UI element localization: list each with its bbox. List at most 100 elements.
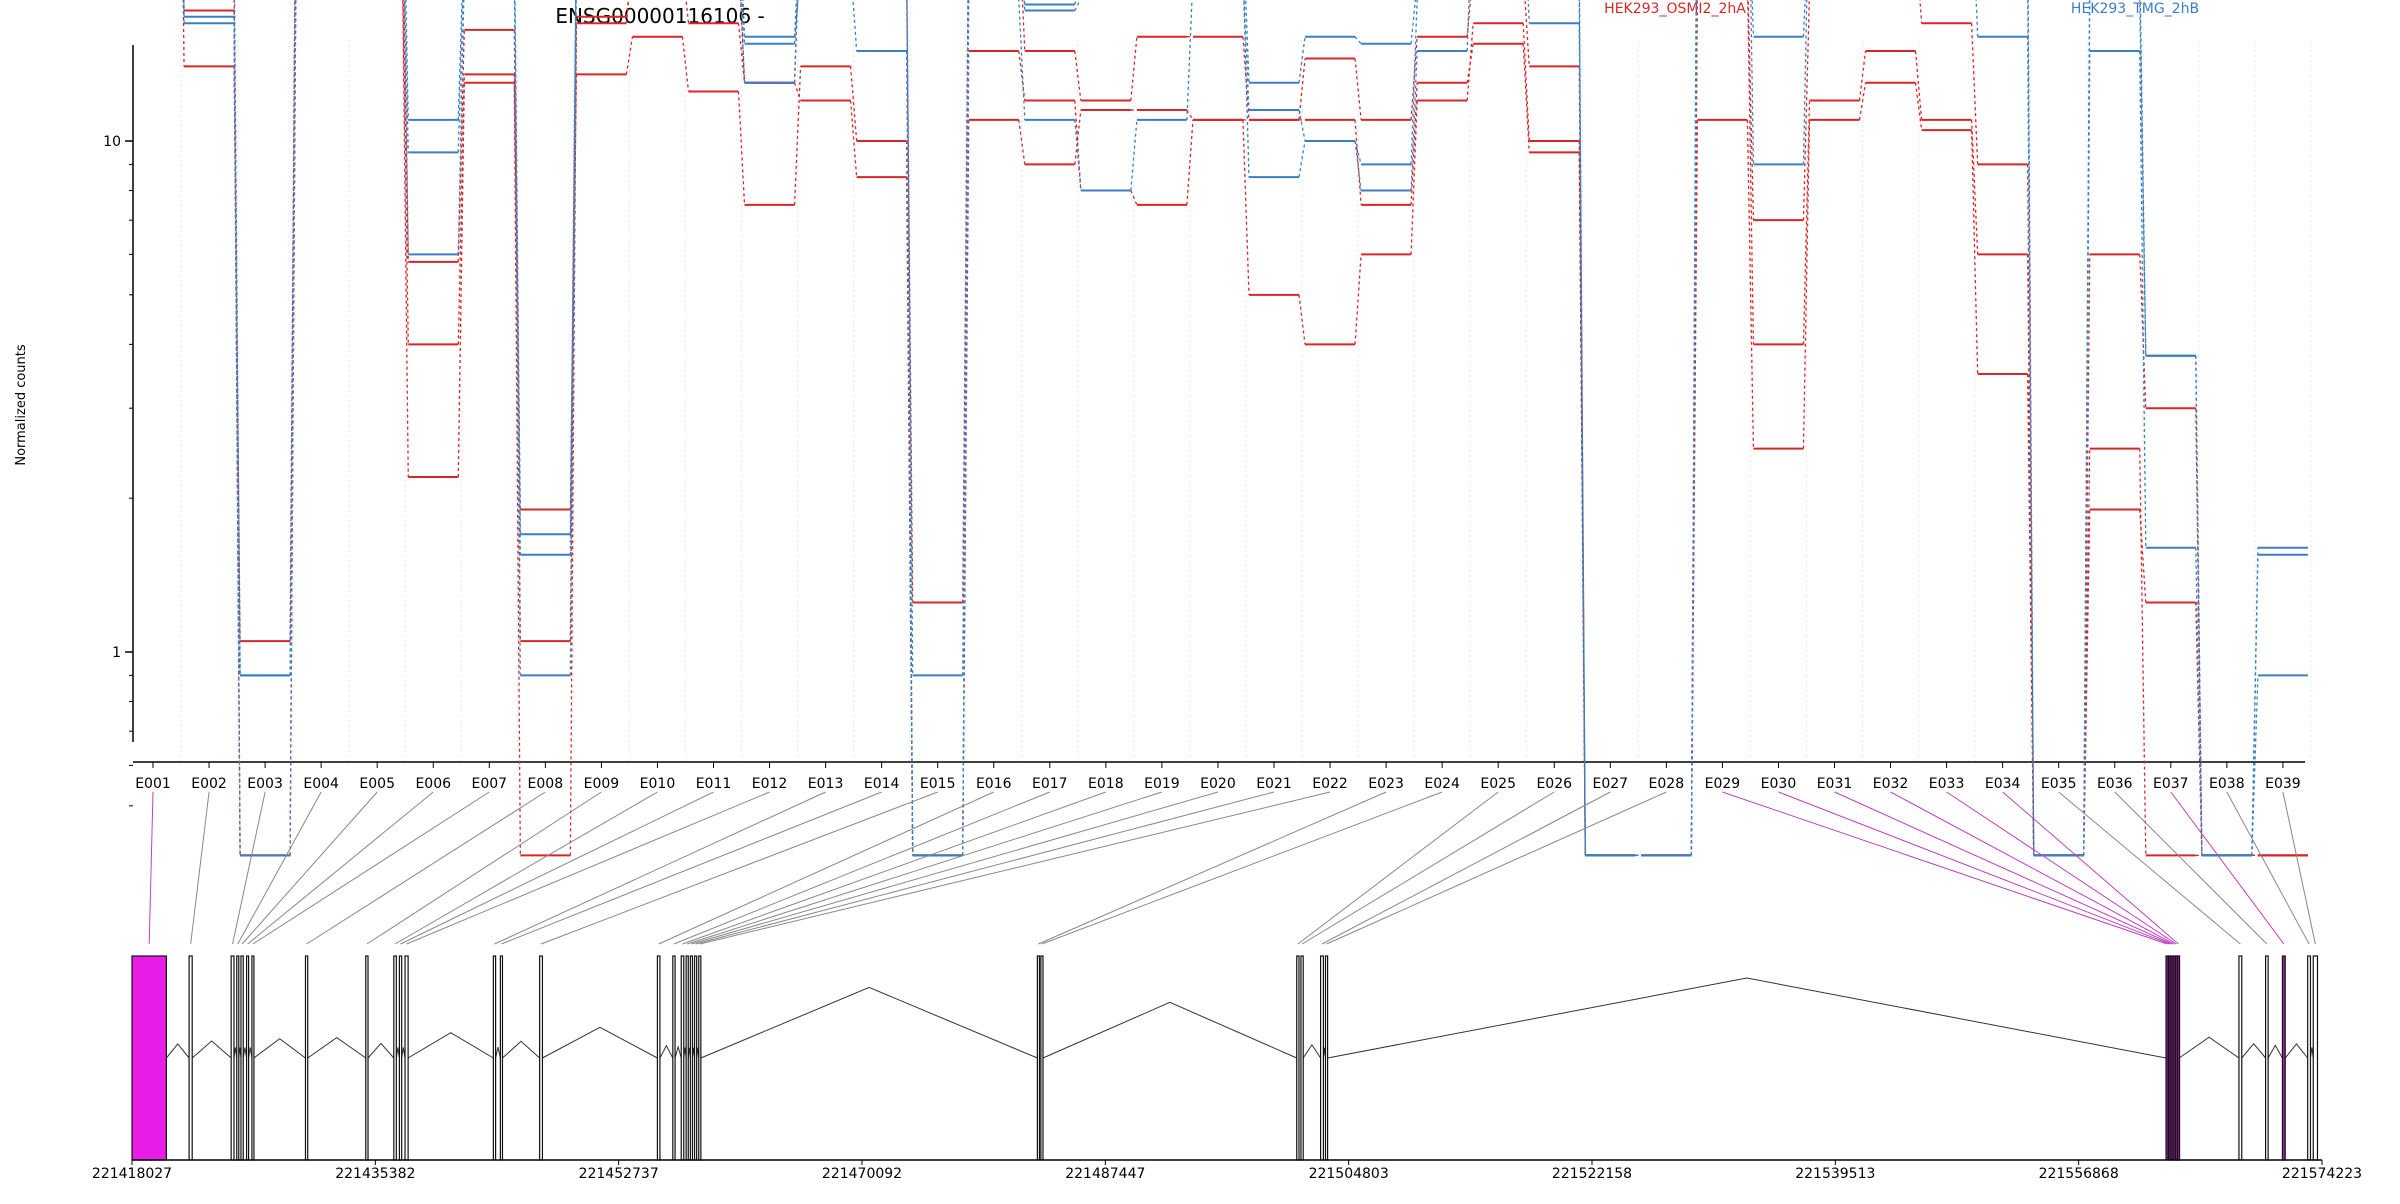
exon-e009 — [365, 955, 369, 1161]
x-tick-label-e007: E007 — [472, 776, 508, 792]
series-3-connector-21 — [1298, 36, 1306, 83]
connector-e001 — [148, 791, 154, 945]
intron-e026-e027 — [1302, 1043, 1322, 1059]
series-5-connector-17 — [1074, 0, 1081, 11]
gene-model: 221418027 221435382 221452737 221470092 2214… — [92, 955, 2362, 1182]
connector-e020 — [691, 791, 1219, 945]
x-tick-label-e035: E035 — [2041, 776, 2077, 792]
series-0-connector-24 — [1466, 0, 1472, 37]
series-5-connector-20 — [1243, 0, 1250, 178]
series-5-connector-22 — [1354, 140, 1362, 165]
exon-e039 — [2312, 955, 2319, 1161]
series-5 — [183, 0, 2308, 857]
series-2-connector-19 — [1186, 119, 1194, 205]
exon-e016 — [656, 955, 661, 1161]
series-5-connector-38 — [2251, 675, 2259, 856]
series-3-connector-6 — [457, 0, 463, 120]
series-4-connector-36 — [2139, 51, 2147, 548]
series-1-connector-9 — [625, 36, 634, 75]
y-tick-label-1: 1 — [112, 645, 121, 661]
series-4-connector-29 — [1750, 0, 1755, 165]
connector-e031 — [1834, 791, 2173, 945]
series-5-connector-29 — [1751, 0, 1755, 37]
series-4-connector-24 — [1466, 0, 1470, 52]
connector-e025 — [1297, 791, 1499, 945]
x-tick-label-e032: E032 — [1873, 776, 1909, 792]
series-5-connector-34 — [2027, 0, 2035, 856]
series-0-connector-35 — [2083, 254, 2091, 856]
exon-e004 — [236, 955, 240, 1161]
exon-e015 — [539, 955, 544, 1161]
intron-e012-e013 — [407, 1032, 494, 1059]
series-0-connector-34 — [2027, 164, 2035, 856]
series-2-connector-24 — [1466, 43, 1474, 83]
series-0-connector-3 — [289, 0, 296, 642]
exon-connectors — [148, 791, 2316, 945]
exon-e014 — [499, 955, 504, 1161]
exon-e018 — [680, 955, 685, 1161]
series-1-connector-13 — [849, 66, 858, 142]
intron-e009-e010 — [367, 1042, 395, 1059]
exon-e008 — [304, 955, 309, 1161]
series-2-connector-22 — [1354, 119, 1362, 205]
x-tick-label-e004: E004 — [303, 776, 339, 792]
exon-e021 — [693, 955, 698, 1161]
exon-e036 — [2264, 955, 2269, 1161]
series-2-connector-13 — [849, 100, 858, 178]
genomic-tick-label-1: 221435382 — [335, 1166, 415, 1182]
genomic-tick-label-2: 221452737 — [579, 1166, 659, 1182]
exon-e007 — [251, 955, 255, 1161]
intron-e024-e025 — [1042, 1001, 1297, 1059]
exon-e013 — [492, 955, 497, 1161]
series-1-connector-30 — [1802, 100, 1811, 345]
exon-e027 — [1319, 955, 1324, 1161]
series-3-connector-22 — [1354, 36, 1362, 45]
series-2-connector-16 — [1018, 50, 1026, 101]
intron-e015-e016 — [542, 1026, 658, 1059]
connector-e013 — [494, 791, 826, 945]
x-tick-label-e022: E022 — [1312, 776, 1348, 792]
connector-e002 — [190, 791, 210, 945]
axes: 110203050100200E001E002E003E004E005E006E… — [103, 45, 2305, 807]
connector-e034 — [2002, 791, 2179, 945]
connector-e037 — [2170, 791, 2285, 945]
series-5-connector-37 — [2195, 355, 2203, 856]
series-5-connector-26 — [1578, 0, 1586, 856]
series-3-connector-20 — [1245, 0, 1250, 83]
intron-e016-e017 — [659, 1044, 674, 1059]
connector-e029 — [1722, 791, 2168, 945]
connector-e004 — [237, 791, 322, 945]
series-5-connector-35 — [2083, 0, 2091, 856]
x-tick-label-e036: E036 — [2097, 776, 2133, 792]
connector-e033 — [1946, 791, 2177, 945]
x-tick-label-e028: E028 — [1649, 776, 1685, 792]
gridlines — [180, 40, 2312, 762]
exon-e005 — [240, 955, 244, 1161]
series-0-connector-21 — [1298, 58, 1306, 120]
series-2-connector-36 — [2139, 448, 2147, 856]
intron-e022-e023 — [700, 986, 1038, 1059]
connector-e012 — [406, 791, 770, 945]
exon-e010 — [393, 955, 397, 1161]
series-5-connector-28 — [1690, 0, 1698, 856]
exon-e006 — [245, 955, 250, 1161]
connector-e038 — [2226, 791, 2310, 945]
series-0-connector-18 — [1130, 36, 1138, 101]
connector-e011 — [400, 791, 714, 945]
series-5-connector-7 — [513, 0, 521, 555]
x-tick-label-e012: E012 — [752, 776, 788, 792]
x-tick-label-e031: E031 — [1817, 776, 1853, 792]
series-2 — [183, 0, 2308, 857]
genomic-tick-label-6: 221522158 — [1552, 1166, 1632, 1182]
x-tick-label-e015: E015 — [920, 776, 956, 792]
series-1-connector-5 — [402, 0, 409, 345]
series-0-connector-20 — [1242, 36, 1250, 120]
exon-e023 — [1036, 955, 1041, 1161]
exon-e002 — [188, 955, 193, 1161]
series-5-connector-21 — [1298, 140, 1306, 178]
connector-e007 — [252, 791, 490, 945]
connector-e018 — [682, 791, 1107, 945]
series-4-connector-13 — [852, 0, 858, 52]
series-0-connector-30 — [1802, 0, 1810, 221]
